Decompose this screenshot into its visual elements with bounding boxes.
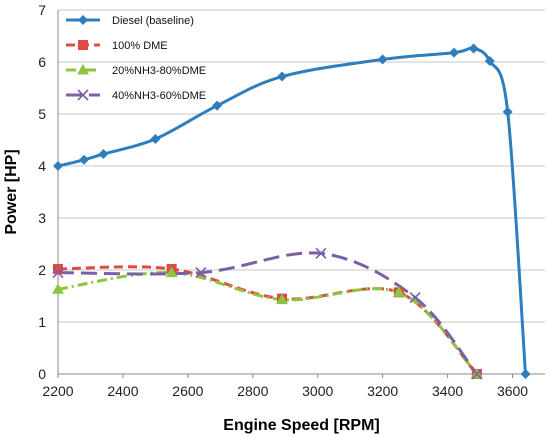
legend-marker — [78, 40, 88, 50]
data-point — [195, 267, 207, 279]
y-tick-label: 0 — [38, 366, 46, 382]
y-tick-label: 5 — [38, 106, 46, 122]
axes — [57, 10, 545, 378]
y-tick-label: 4 — [38, 158, 46, 174]
series-line-3 — [57, 271, 478, 376]
legend: Diesel (baseline) 100% DME 20%NH3-80%DME 40… — [66, 15, 206, 102]
data-point — [53, 161, 63, 171]
data-point — [392, 286, 405, 297]
x-tick-label: 2800 — [237, 383, 268, 399]
y-tick-label: 1 — [38, 314, 46, 330]
y-tick-label: 3 — [38, 210, 46, 226]
data-point — [484, 55, 495, 66]
tick-labels: 0 1 2 3 4 5 6 7 2200 2400 2600 2800 3000 3200 3400 3600 — [38, 2, 528, 399]
x-tick-label: 3600 — [497, 383, 528, 399]
legend-marker — [78, 15, 88, 25]
x-tick-label: 3400 — [432, 383, 463, 399]
x-tick-label: 3000 — [302, 383, 333, 399]
data-point — [212, 100, 223, 111]
data-point — [52, 267, 64, 279]
x-tick-label: 3200 — [367, 383, 398, 399]
legend-label: 20%NH3-80%DME — [112, 65, 206, 77]
series-line-2 — [57, 265, 478, 376]
data-point — [315, 247, 327, 259]
y-tick-label: 7 — [38, 2, 46, 18]
y-tick-label: 6 — [38, 54, 46, 70]
data-point — [468, 43, 479, 54]
data-point — [449, 47, 460, 58]
y-tick-label: 2 — [38, 262, 46, 278]
legend-label: 100% DME — [112, 40, 168, 52]
data-point — [377, 54, 388, 65]
series-markers — [52, 43, 531, 380]
data-point — [471, 368, 483, 380]
data-point — [502, 106, 513, 117]
y-axis-title: Power [HP] — [3, 149, 20, 234]
data-point — [520, 369, 531, 379]
data-point — [53, 263, 63, 274]
data-point — [52, 283, 64, 294]
legend-marker — [77, 64, 89, 75]
data-point — [165, 266, 178, 278]
legend-label: Diesel (baseline) — [112, 15, 194, 27]
data-point — [276, 293, 289, 305]
grid-lines — [58, 9, 545, 323]
series-line-4 — [57, 251, 478, 375]
x-tick-label: 2200 — [42, 383, 73, 399]
x-tick-label: 2600 — [172, 383, 203, 399]
x-tick-label: 2400 — [107, 383, 138, 399]
legend-marker — [77, 89, 89, 101]
data-point — [98, 149, 109, 160]
data-point — [150, 133, 161, 144]
data-point — [78, 154, 89, 165]
x-axis-title: Engine Speed [RPM] — [223, 417, 379, 434]
data-point — [277, 71, 288, 82]
legend-label: 40%NH3-60%DME — [112, 90, 206, 102]
data-point — [409, 291, 421, 304]
